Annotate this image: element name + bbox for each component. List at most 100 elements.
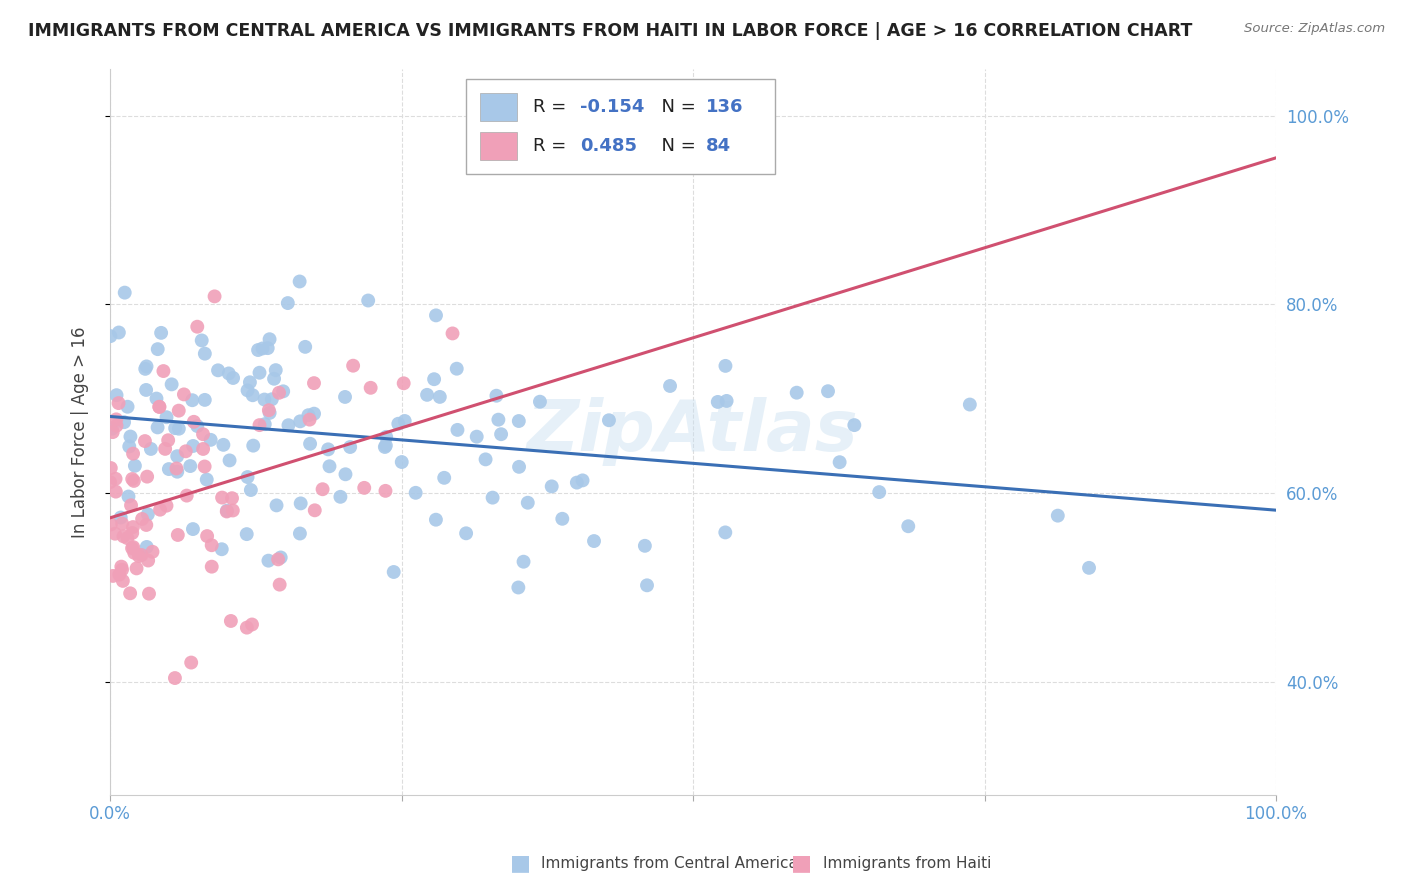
Point <box>215 504 238 518</box>
Point <box>441 326 464 341</box>
Point <box>211 491 233 505</box>
Point <box>242 439 264 453</box>
Point <box>163 671 186 685</box>
Point <box>122 540 145 554</box>
Point <box>207 363 229 377</box>
Point <box>425 309 447 323</box>
Point <box>98 475 121 490</box>
Point <box>508 414 530 428</box>
Point <box>104 472 127 486</box>
Point <box>104 526 127 541</box>
Point <box>167 422 190 436</box>
FancyBboxPatch shape <box>465 79 775 174</box>
Point <box>173 387 195 401</box>
Point <box>101 569 124 583</box>
Point <box>149 502 172 516</box>
Point <box>316 442 339 457</box>
Point <box>180 656 202 670</box>
Point <box>516 496 538 510</box>
Point <box>302 407 325 421</box>
Text: N =: N = <box>650 98 702 116</box>
Point <box>264 363 287 377</box>
Bar <box>479 132 517 160</box>
Point <box>167 403 190 417</box>
Point <box>329 490 352 504</box>
Point <box>297 408 319 422</box>
Point <box>105 418 128 433</box>
Point <box>235 527 257 541</box>
Point <box>269 577 291 591</box>
Point <box>105 388 128 402</box>
Point <box>375 430 398 444</box>
Point <box>263 372 285 386</box>
Point <box>357 293 380 308</box>
Point <box>165 421 187 435</box>
Text: Immigrants from Haiti: Immigrants from Haiti <box>823 856 991 871</box>
Text: ■: ■ <box>792 854 811 873</box>
Point <box>394 414 416 428</box>
Point <box>134 434 156 448</box>
Point <box>160 377 183 392</box>
Point <box>299 437 322 451</box>
Point <box>118 440 141 454</box>
Point <box>485 389 508 403</box>
Point <box>215 503 238 517</box>
Point <box>120 586 142 600</box>
Point <box>166 528 188 542</box>
Point <box>146 420 169 434</box>
Point <box>360 381 382 395</box>
Point <box>318 459 340 474</box>
Point <box>157 434 180 448</box>
Text: IMMIGRANTS FROM CENTRAL AMERICA VS IMMIGRANTS FROM HAITI IN LABOR FORCE | AGE > : IMMIGRANTS FROM CENTRAL AMERICA VS IMMIG… <box>28 22 1192 40</box>
Point <box>141 545 163 559</box>
Point <box>249 418 271 433</box>
Point <box>191 442 214 456</box>
Point <box>181 439 204 453</box>
Point <box>121 541 143 556</box>
Point <box>290 496 312 510</box>
Point <box>659 379 682 393</box>
Point <box>134 362 156 376</box>
Point <box>108 567 131 582</box>
Point <box>150 326 173 340</box>
Point <box>508 581 530 595</box>
Point <box>135 518 157 533</box>
Point <box>236 384 259 398</box>
Point <box>636 578 658 592</box>
Point <box>333 390 356 404</box>
Point <box>101 422 124 436</box>
Point <box>122 520 145 534</box>
Point <box>486 412 509 426</box>
Point <box>508 459 530 474</box>
Point <box>598 413 620 427</box>
Point <box>844 418 866 433</box>
Point <box>157 462 180 476</box>
Point <box>540 479 562 493</box>
Point <box>136 469 159 483</box>
Point <box>456 526 478 541</box>
Point <box>565 475 588 490</box>
Point <box>239 376 262 390</box>
Point <box>405 485 427 500</box>
Point <box>131 512 153 526</box>
Point <box>105 412 128 426</box>
Point <box>786 385 808 400</box>
Point <box>259 332 281 346</box>
Point <box>112 415 135 429</box>
Point <box>489 427 512 442</box>
Point <box>219 614 242 628</box>
Point <box>139 442 162 456</box>
Point <box>271 384 294 399</box>
Point <box>257 554 280 568</box>
Point <box>288 526 311 541</box>
Point <box>342 359 364 373</box>
Point <box>122 474 145 488</box>
Point <box>242 388 264 402</box>
Point <box>277 418 299 433</box>
Point <box>166 449 188 463</box>
Point <box>868 485 890 500</box>
Point <box>240 617 263 632</box>
Point <box>100 517 122 532</box>
Point <box>512 555 534 569</box>
Point <box>571 474 593 488</box>
